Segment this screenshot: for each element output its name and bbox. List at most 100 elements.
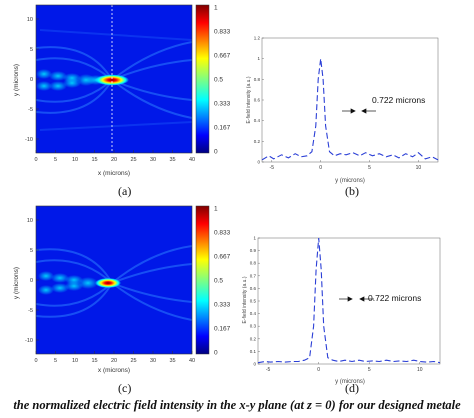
plot-d-ylabel: E-field intensity (a.u.): [242, 276, 248, 323]
x-tick-label: 5: [368, 367, 371, 373]
colorbar-a: [195, 4, 210, 154]
heatmap-c-field: [36, 206, 192, 354]
caption-label-b: (b): [345, 184, 359, 198]
heatmap-c-ylabel: y (microns): [13, 267, 20, 299]
y-tick-label: -10: [25, 137, 33, 143]
x-tick-label: 40: [189, 358, 195, 364]
x-tick-label: -5: [266, 367, 271, 373]
y-tick-label: 0.6: [254, 98, 261, 103]
colorbar-tick-label: 0.167: [214, 125, 231, 132]
colorbar-tick-label: 0: [214, 350, 218, 357]
plot-b-ticks: 1.2 1 0.8 0.6 0.4 0.2 0 -5 0 5 10: [254, 36, 422, 172]
heatmap-c-x-ticks: 0 5 10 15 20 25 30 35 40: [34, 351, 195, 364]
x-tick-label: 15: [91, 358, 97, 364]
plot-b-series-line: [261, 58, 439, 161]
y-tick-label: 0: [257, 160, 260, 165]
plot-d-xlabel: y (microns): [335, 379, 365, 385]
colorbar-tick-label: 0.667: [214, 53, 231, 60]
y-tick-label: 0.9: [250, 248, 257, 253]
colorbar-tick-label: 0: [214, 149, 218, 156]
x-tick-label: 20: [111, 358, 117, 364]
y-tick-label: -10: [25, 338, 33, 344]
x-tick-label: 5: [368, 165, 371, 171]
focal-spot-c: [95, 278, 121, 288]
panel-d-lineplot: 1 0.9 0.8 0.7 0.6 0.5 0.4 0.3 0.2 0.1 0 -5 0 5 10 y (m…: [242, 236, 441, 385]
fwhm-marker-d: [339, 296, 374, 302]
x-tick-label: 10: [72, 358, 78, 364]
x-tick-label: 0: [34, 358, 37, 364]
x-tick-label: 0: [317, 367, 320, 373]
x-tick-label: 15: [91, 157, 97, 163]
x-tick-label: 30: [150, 358, 156, 364]
y-tick-label: 0: [30, 278, 33, 284]
x-tick-label: 10: [417, 367, 423, 373]
x-tick-label: 40: [189, 157, 195, 163]
y-tick-label: 0: [30, 77, 33, 83]
colorbar-tick-label: 0.167: [214, 326, 231, 333]
x-tick-label: 5: [54, 358, 57, 364]
y-tick-label: 1.2: [254, 36, 261, 41]
y-tick-label: 1: [253, 236, 256, 241]
y-tick-label: 0.3: [250, 324, 257, 329]
focal-spot-a: [95, 74, 129, 86]
heatmap-a-x-ticks: 0 5 10 15 20 25 30 35 40: [34, 150, 195, 163]
y-tick-label: 0.8: [254, 77, 261, 82]
colorbar-tick-label: 0.667: [214, 254, 231, 261]
y-tick-label: 0.4: [254, 118, 261, 123]
caption-label-a: (a): [118, 184, 132, 198]
colorbar-tick-label: 1: [214, 5, 218, 12]
x-tick-label: 25: [130, 358, 136, 364]
plot-d-ticks: 1 0.9 0.8 0.7 0.6 0.5 0.4 0.3 0.2 0.1 0 -5 0 5 10: [250, 236, 423, 374]
colorbar-tick-label: 0.333: [214, 302, 231, 309]
x-tick-label: 20: [111, 157, 117, 163]
heatmap-c-xlabel: x (microns): [98, 367, 130, 374]
colorbar-tick-label: 0.5: [214, 278, 223, 285]
y-tick-label: 0.5: [250, 299, 257, 304]
x-tick-label: 5: [54, 157, 57, 163]
y-tick-label: 0.2: [254, 139, 261, 144]
y-tick-label: 0.6: [250, 286, 257, 291]
fwhm-annotation-b: 0.722 microns: [372, 95, 425, 105]
fwhm-annotation-d: 0.722 microns: [368, 293, 421, 303]
caption-label-d: (d): [345, 381, 359, 395]
colorbar-c: [195, 205, 210, 355]
plot-b-ylabel: E-field intensity (a.u.): [246, 76, 252, 123]
figure-caption: the normalized electric field intensity …: [13, 398, 461, 412]
x-tick-label: 10: [72, 157, 78, 163]
colorbar-tick-label: 0.333: [214, 101, 231, 108]
caption-label-c: (c): [118, 381, 132, 395]
heatmap-a-field: [36, 5, 192, 153]
y-tick-label: 5: [30, 248, 33, 254]
fwhm-marker-b: [342, 108, 376, 114]
y-tick-label: 0.8: [250, 261, 257, 266]
colorbar-tick-label: 0.833: [214, 29, 231, 36]
colorbar-tick-label: 0.5: [214, 77, 223, 84]
heatmap-a-y-ticks: 10 5 0 -5 -10: [25, 17, 39, 143]
colorbar-a-ticks: 1 0.833 0.667 0.5 0.333 0.167 0: [214, 5, 231, 156]
x-tick-label: 0: [34, 157, 37, 163]
y-tick-label: -5: [28, 308, 33, 314]
y-tick-label: 0: [253, 362, 256, 367]
x-tick-label: 10: [416, 165, 422, 171]
x-tick-label: 25: [130, 157, 136, 163]
y-tick-label: 5: [30, 47, 33, 53]
x-tick-label: 35: [169, 358, 175, 364]
y-tick-label: 0.7: [250, 273, 257, 278]
heatmap-a-xlabel: x (microns): [98, 170, 130, 177]
plot-b-xlabel: y (microns): [335, 178, 365, 184]
y-tick-label: 10: [27, 17, 33, 23]
y-tick-label: 0.1: [250, 349, 257, 354]
panel-b-lineplot: 1.2 1 0.8 0.6 0.4 0.2 0 -5 0 5 10 y (microns) E-fi…: [246, 36, 439, 184]
heatmap-c-y-ticks: 10 5 0 -5 -10: [25, 218, 39, 344]
plot-d-series-line: [257, 237, 441, 364]
x-tick-label: 35: [169, 157, 175, 163]
x-tick-label: -5: [270, 165, 275, 171]
y-tick-label: 0.2: [250, 336, 257, 341]
colorbar-tick-label: 0.833: [214, 230, 231, 237]
y-tick-label: 10: [27, 218, 33, 224]
x-tick-label: 0: [319, 165, 322, 171]
colorbar-tick-label: 1: [214, 206, 218, 213]
